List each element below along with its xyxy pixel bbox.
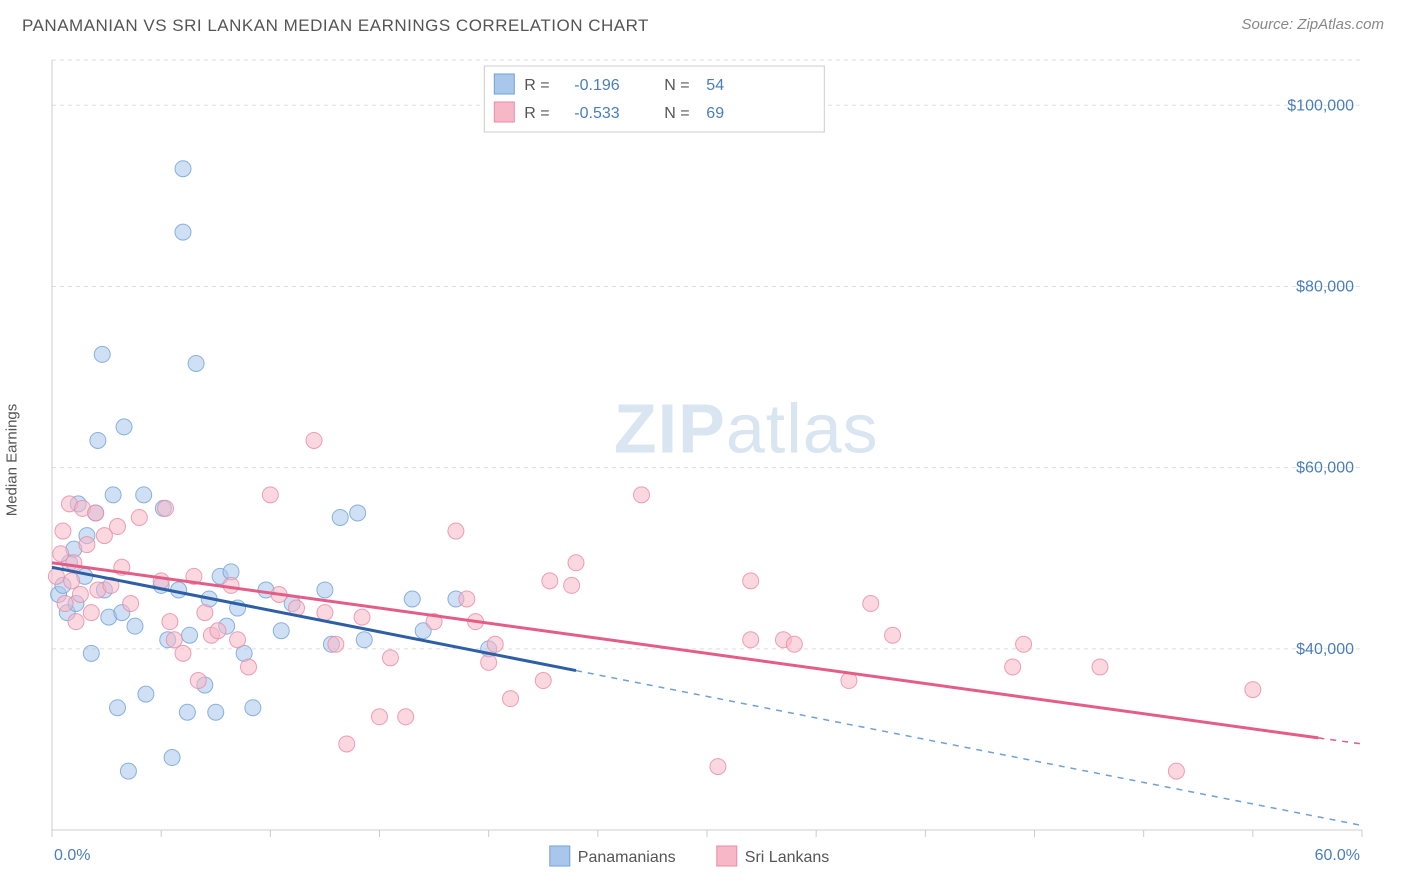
series-legend: Panamanians Sri Lankans (550, 846, 830, 866)
y-tick-label: $80,000 (1296, 278, 1354, 295)
svg-text:R =: R = (524, 77, 549, 94)
stats-legend: R = -0.196 N = 54 R = -0.533 N = 69 (484, 66, 824, 132)
correlation-scatter-chart: $40,000 $60,000 $80,000 $100,000 0.0% 60.0% ZI… (22, 50, 1384, 870)
svg-text:69: 69 (706, 105, 724, 122)
legend-label: Panamanians (578, 849, 676, 866)
chart-title: PANAMANIAN VS SRI LANKAN MEDIAN EARNINGS… (22, 16, 649, 35)
svg-text:-0.196: -0.196 (574, 77, 619, 94)
x-tick-label: 60.0% (1315, 847, 1360, 864)
legend-swatch (717, 846, 737, 866)
x-tick-label: 0.0% (54, 847, 90, 864)
y-tick-label: $60,000 (1296, 460, 1354, 477)
svg-text:R =: R = (524, 105, 549, 122)
source-label: Source: ZipAtlas.com (1241, 16, 1384, 33)
watermark: ZIPatlas (614, 390, 879, 468)
y-tick-label: $100,000 (1287, 97, 1354, 114)
legend-swatch (494, 102, 514, 122)
svg-text:N =: N = (664, 77, 689, 94)
y-tick-label: $40,000 (1296, 641, 1354, 658)
svg-text:N =: N = (664, 105, 689, 122)
legend-swatch (550, 846, 570, 866)
y-axis-label: Median Earnings (4, 404, 21, 517)
svg-text:54: 54 (706, 77, 724, 94)
legend-swatch (494, 74, 514, 94)
svg-text:-0.533: -0.533 (574, 105, 619, 122)
legend-label: Sri Lankans (745, 849, 830, 866)
